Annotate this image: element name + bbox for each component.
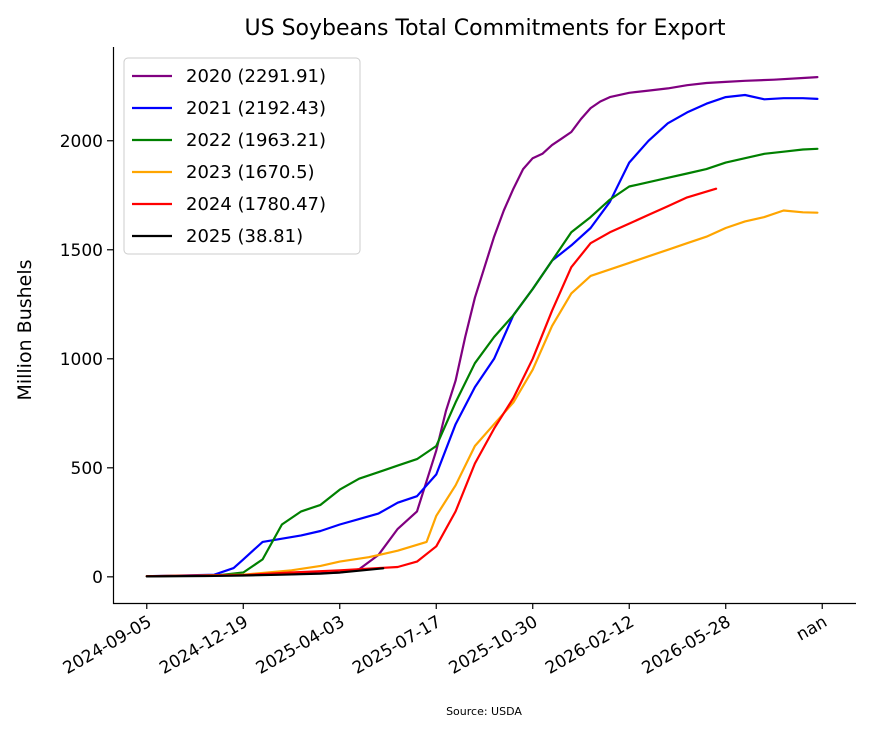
y-tick-label: 1000 [60,350,103,370]
series-line [145,187,718,578]
y-tick-label: 1500 [60,241,103,261]
series-line [145,93,819,578]
series-line [145,75,819,578]
legend-label: 2020 (2291.91) [186,66,326,87]
x-tick-label: 2024-12-19 [156,612,252,679]
legend-label: 2024 (1780.47) [186,194,326,215]
series-lines [145,75,819,578]
x-tick-label: 2025-04-03 [253,612,349,679]
x-tick-label: 2025-07-17 [349,612,445,679]
series-line [145,147,819,578]
y-tick-label: 0 [92,568,103,588]
y-axis-ticks: 0 500 1000 1500 2000 [60,132,113,588]
legend-items: 2020 (2291.91) 2021 (2192.43) 2022 (1963.2… [132,66,326,247]
x-tick-label: 2024-09-05 [60,612,156,679]
legend-label: 2022 (1963.21) [186,130,326,151]
legend-label: 2023 (1670.5) [186,162,315,183]
series-line [145,209,819,578]
x-tick-label: 2026-02-12 [542,612,638,679]
series-line [145,567,385,578]
x-tick-label: 2025-10-30 [446,612,542,679]
y-tick-label: 2000 [60,132,103,152]
legend-label: 2025 (38.81) [186,226,303,247]
x-tick-label: 2026-05-28 [639,612,735,679]
legend-label: 2021 (2192.43) [186,98,326,119]
legend: 2020 (2291.91) 2021 (2192.43) 2022 (1963.2… [123,57,361,255]
chart-title: US Soybeans Total Commitments for Export [245,16,726,41]
y-axis-label: Million Bushels [14,259,36,400]
x-axis-ticks: 2024-09-05 2024-12-19 2025-04-03 2025-07-17… [60,603,831,679]
source-note: Source: USDA [446,705,522,718]
legend-box [123,57,361,255]
x-tick-label: nan [793,612,831,645]
y-tick-label: 500 [71,459,103,479]
